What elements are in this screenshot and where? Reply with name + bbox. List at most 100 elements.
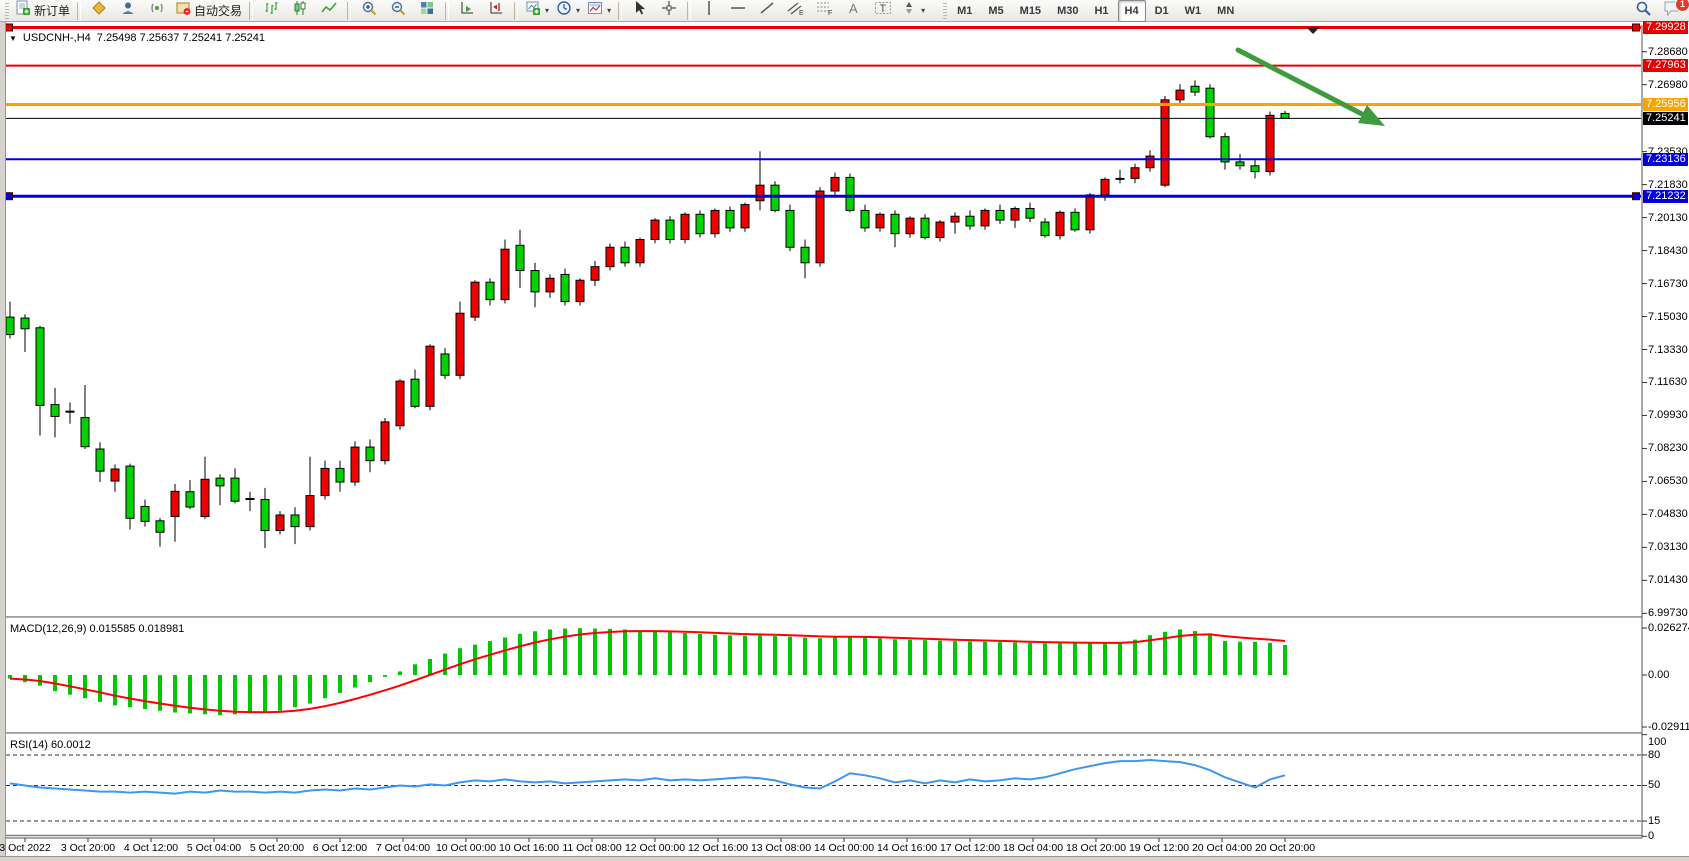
macd-bar <box>128 675 132 708</box>
text-button[interactable]: A <box>840 0 868 22</box>
macd-signal-line <box>9 630 1286 714</box>
candlestick-button[interactable] <box>286 0 314 22</box>
macd-bar <box>683 633 687 675</box>
fibonacci-button[interactable]: F <box>811 0 839 22</box>
chart-shift-button[interactable] <box>482 0 510 22</box>
templates-button[interactable]: ▾ <box>584 0 614 22</box>
macd-name: MACD(12,26,9) <box>10 623 87 635</box>
trend-arrow-annotation[interactable] <box>1235 47 1385 126</box>
window-left-border <box>0 22 6 860</box>
macd-bar <box>443 653 447 675</box>
chart-window[interactable]: ▼ USDCNH-,H4 7.25498 7.25637 7.25241 7.2… <box>0 21 1689 861</box>
toolbar-grip[interactable] <box>5 2 9 19</box>
macd-axis-label: 0.026274 <box>1648 622 1689 635</box>
macd-bar <box>98 675 102 702</box>
vertical-line-button[interactable] <box>695 0 723 22</box>
price-tick-label: 7.26980 <box>1648 78 1688 91</box>
macd-bar <box>248 675 252 714</box>
macd-bar <box>593 628 597 675</box>
timeframe-D1[interactable]: D1 <box>1154 4 1169 17</box>
separator <box>249 1 254 20</box>
date-label: 17 Oct 12:00 <box>939 842 1001 854</box>
text-label-button[interactable]: T <box>869 0 897 22</box>
timeframe-M1[interactable]: M1 <box>957 4 973 17</box>
chart-shift-marker[interactable] <box>1306 27 1320 34</box>
equidistant-channel-button[interactable]: E <box>782 0 810 22</box>
line-chart-button[interactable] <box>315 0 343 22</box>
notifications-button[interactable]: 1 <box>1658 0 1689 22</box>
timeframe-MN[interactable]: MN <box>1217 4 1235 17</box>
macd-bar <box>1283 644 1287 675</box>
tile-windows-button[interactable] <box>413 0 441 22</box>
separator <box>445 1 450 20</box>
macd-bar <box>878 638 882 675</box>
horizontal-line-button[interactable] <box>724 0 752 22</box>
macd-bar <box>968 641 972 675</box>
hline-handle[interactable] <box>5 23 13 32</box>
horizontal-lines-layer[interactable] <box>5 23 1642 201</box>
cursor-button[interactable] <box>626 0 654 22</box>
timeframe-M15[interactable]: M15 <box>1019 4 1042 17</box>
line-chart-icon <box>321 0 337 21</box>
macd-bar <box>1223 641 1227 675</box>
zoom-out-button[interactable] <box>384 0 412 22</box>
profile-button[interactable] <box>114 0 142 22</box>
macd-bar <box>1208 633 1212 675</box>
timeframe-M30[interactable]: M30 <box>1057 4 1079 17</box>
macd-bar <box>233 675 237 715</box>
new-order-button[interactable]: 新订单 <box>12 0 73 22</box>
macd-bar <box>1103 643 1107 675</box>
toolbar-grip[interactable] <box>943 2 948 19</box>
macd-bar <box>143 675 147 709</box>
auto-scroll-button[interactable] <box>453 0 481 22</box>
search-button[interactable] <box>1629 0 1657 22</box>
new-chart-button[interactable]: ▾ <box>522 0 552 22</box>
crosshair-button[interactable] <box>655 0 683 22</box>
price-badge-7.27963: 7.27963 <box>1643 59 1688 73</box>
macd-bar <box>518 633 522 675</box>
timeframe-W1[interactable]: W1 <box>1184 4 1202 17</box>
autotrading-button[interactable]: 自动交易 <box>172 0 245 22</box>
macd-bar <box>818 638 822 675</box>
signals-button[interactable] <box>143 0 171 22</box>
trendline-button[interactable] <box>753 0 781 22</box>
svg-text:A: A <box>849 1 858 16</box>
timeframe-M5[interactable]: M5 <box>988 4 1004 17</box>
timeframe-H1[interactable]: H1 <box>1094 4 1109 17</box>
price-tick-label: 7.01430 <box>1648 574 1688 587</box>
periods-button[interactable]: ▾ <box>553 0 583 22</box>
macd-bar <box>8 675 12 679</box>
metaeditor-button[interactable] <box>85 0 113 22</box>
arrows-button[interactable]: ▾ <box>898 0 928 22</box>
macd-bar <box>1013 642 1017 675</box>
price-tick-label: 7.21830 <box>1648 178 1688 191</box>
macd-bar <box>953 641 957 675</box>
separator <box>687 1 692 20</box>
separator <box>77 1 82 20</box>
price-tick-label: 7.15030 <box>1648 310 1688 323</box>
chart-canvas[interactable] <box>0 22 1689 860</box>
timeframe-H4[interactable]: H4 <box>1117 0 1146 22</box>
macd-bar <box>983 641 987 675</box>
price-tick-label: 7.06530 <box>1648 475 1688 488</box>
bar-chart-button[interactable] <box>257 0 285 22</box>
date-label: 11 Oct 08:00 <box>562 842 622 854</box>
macd-bar <box>308 675 312 704</box>
macd-bar <box>1058 643 1062 675</box>
tile-windows-icon <box>419 0 435 21</box>
hline-handle[interactable] <box>5 192 13 201</box>
hline-handle[interactable] <box>1632 23 1640 32</box>
template-icon <box>587 0 603 21</box>
macd-values: 0.015585 0.018981 <box>89 623 185 635</box>
rsi-axis-label: 50 <box>1648 779 1661 792</box>
price-badge-7.25241: 7.25241 <box>1643 111 1688 125</box>
macd-bar <box>293 675 297 708</box>
separator <box>618 1 623 20</box>
auto-scroll-icon <box>459 0 475 21</box>
macd-bar <box>83 675 87 699</box>
zoom-in-button[interactable] <box>355 0 383 22</box>
one-click-trading-expand-icon[interactable]: ▼ <box>9 33 17 43</box>
macd-bar <box>1028 642 1032 675</box>
hline-handle[interactable] <box>1632 192 1640 201</box>
date-label: 19 Oct 12:00 <box>1128 842 1190 854</box>
